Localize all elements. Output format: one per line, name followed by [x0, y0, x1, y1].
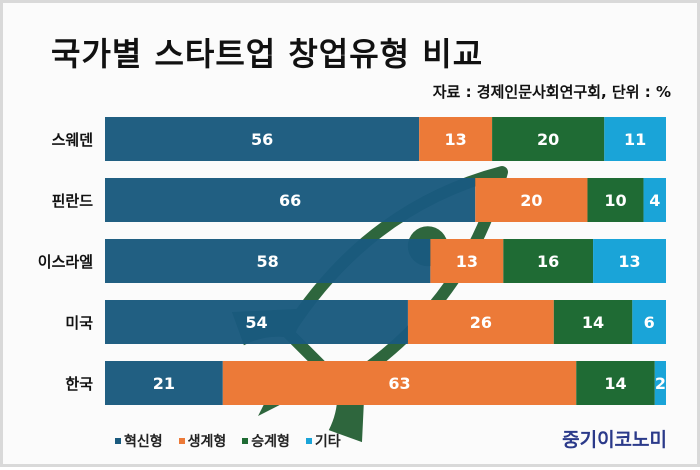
rocket-icon — [231, 166, 508, 443]
data-label: 2 — [655, 374, 666, 393]
data-label: 26 — [470, 313, 492, 332]
legend: 혁신형 생계형 승계형 기타 — [115, 431, 341, 451]
legend-item: 혁신형 — [115, 431, 163, 451]
data-label: 13 — [618, 252, 640, 271]
brand-logo: 중기이코노미 — [562, 429, 667, 451]
bar-segment — [430, 239, 504, 283]
data-label: 58 — [257, 252, 279, 271]
data-label: 11 — [624, 130, 646, 149]
data-label: 21 — [153, 374, 175, 393]
bar-segment — [222, 361, 577, 405]
stacked-bar-chart: 56 13 20 11 66 20 10 4 58 13 16 13 54 26 14 6 21 63 14 2 스웨… — [38, 117, 666, 443]
bar-segment — [604, 117, 666, 161]
legend-label: 기타 — [314, 434, 341, 450]
bar-segment — [407, 300, 554, 344]
data-label: 56 — [251, 130, 273, 149]
bar-segment — [105, 117, 420, 161]
source-note: 자료 : 경제인문사회연구회, 단위 : % — [432, 83, 671, 101]
data-label: 4 — [649, 191, 660, 210]
legend-item: 생계형 — [178, 431, 227, 451]
bar-segment — [593, 239, 666, 283]
data-label: 14 — [604, 374, 626, 393]
category-label: 스웨덴 — [52, 131, 93, 149]
bar-segment — [503, 239, 594, 283]
bar-segment — [492, 117, 605, 161]
category-label: 핀란드 — [52, 192, 94, 210]
data-label: 6 — [644, 313, 655, 332]
category-label: 한국 — [65, 375, 93, 393]
legend-label: 혁신형 — [124, 434, 163, 450]
data-label: 20 — [537, 130, 559, 149]
legend-swatch — [115, 438, 121, 444]
bar-segment — [632, 300, 666, 344]
bar-segment — [576, 361, 655, 405]
bar-segment — [553, 300, 633, 344]
data-label: 63 — [388, 374, 410, 393]
legend-item: 기타 — [305, 431, 341, 451]
bar-segment — [643, 178, 666, 222]
data-label: 66 — [279, 191, 301, 210]
chart-title: 국가별 스타트업 창업유형 비교 — [51, 35, 484, 73]
bar-segment — [105, 300, 408, 344]
bar-segment — [419, 117, 493, 161]
legend-label: 생계형 — [187, 434, 227, 450]
bar-segment — [105, 239, 431, 283]
bar-layer: 56 13 20 11 66 20 10 4 58 13 16 13 54 26 14 6 21 63 14 2 — [105, 117, 666, 405]
legend-swatch — [305, 438, 312, 444]
legend-swatch — [178, 438, 185, 444]
bar-segment — [475, 178, 588, 222]
data-label: 54 — [245, 313, 267, 332]
data-label: 16 — [537, 252, 559, 271]
legend-item: 승계형 — [242, 431, 290, 451]
data-label: 13 — [456, 252, 478, 271]
data-label: 10 — [604, 191, 626, 210]
bar-segment — [654, 361, 666, 405]
bar-segment — [105, 178, 476, 222]
bar-segment — [587, 178, 644, 222]
bar-segment — [105, 361, 223, 405]
data-label: 13 — [444, 130, 466, 149]
data-label: 14 — [582, 313, 604, 332]
legend-swatch — [242, 438, 249, 444]
legend-label: 승계형 — [251, 434, 290, 450]
category-label: 이스라엘 — [38, 253, 93, 271]
category-label: 미국 — [65, 314, 93, 332]
data-label: 20 — [520, 191, 542, 210]
